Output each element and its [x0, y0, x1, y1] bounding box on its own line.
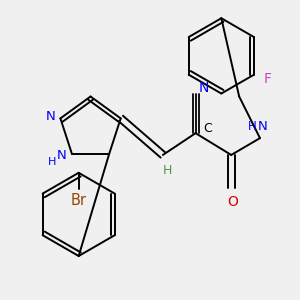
Text: O: O — [227, 194, 238, 208]
Text: C: C — [203, 122, 212, 135]
Text: H: H — [163, 164, 172, 177]
Text: H: H — [48, 157, 56, 167]
Text: H: H — [248, 120, 256, 133]
Text: N: N — [57, 149, 67, 162]
Text: N: N — [46, 110, 56, 123]
Text: N: N — [258, 120, 268, 133]
Text: N: N — [198, 81, 209, 94]
Text: F: F — [264, 72, 272, 86]
Text: Br: Br — [71, 193, 87, 208]
